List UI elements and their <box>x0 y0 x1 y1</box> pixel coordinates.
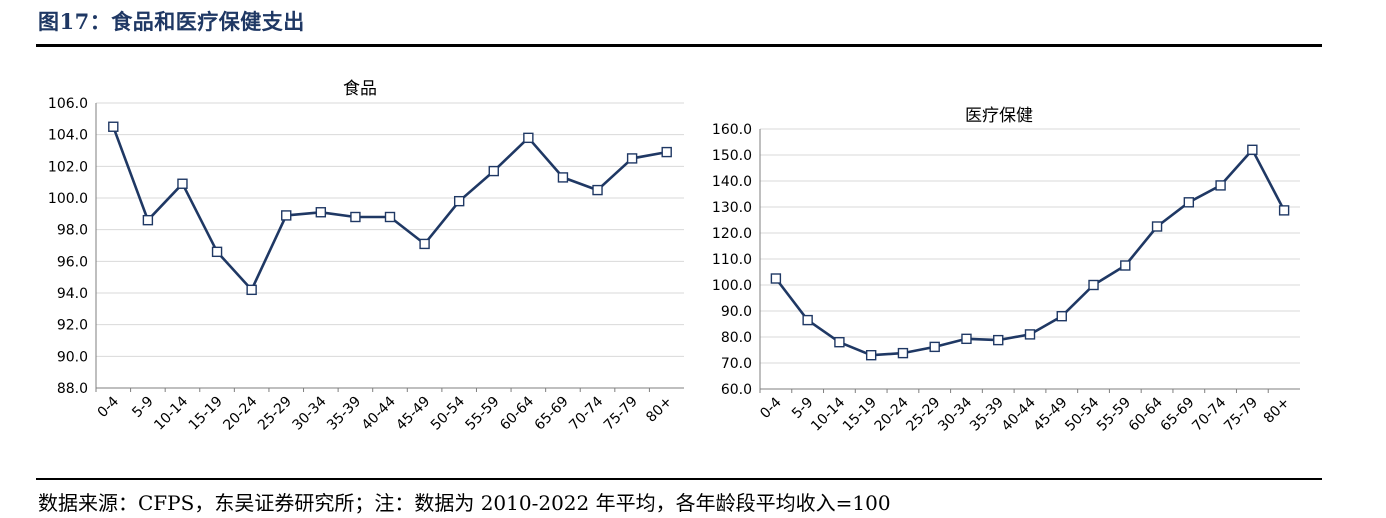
food-y-tick-label: 100.0 <box>48 191 88 207</box>
food-y-tick-label: 96.0 <box>57 254 88 270</box>
healthcare-chart-title: 医疗保健 <box>965 106 1033 126</box>
food-x-tick-label: 45-49 <box>393 394 433 434</box>
food-x-tick-label: 70-74 <box>566 393 606 433</box>
food-y-tick-label: 92.0 <box>57 318 88 334</box>
food-x-tick-label: 25-29 <box>255 394 295 434</box>
food-data-point <box>453 195 465 207</box>
healthcare-x-tick-label: 45-49 <box>1031 395 1071 435</box>
healthcare-x-tick-label: 10-14 <box>808 394 848 434</box>
food-data-point <box>315 207 327 218</box>
food-data-point <box>177 178 188 189</box>
healthcare-x-tick-label: 70-74 <box>1189 394 1229 434</box>
healthcare-x-tick-label: 50-54 <box>1062 394 1102 434</box>
food-x-tick-label: 50-54 <box>428 393 468 433</box>
healthcare-x-tick-label: 15-19 <box>840 395 880 435</box>
food-data-point <box>384 211 396 223</box>
healthcare-data-point <box>1024 329 1036 340</box>
food-data-point <box>661 146 672 158</box>
food-x-tick-label: 20-24 <box>220 393 260 433</box>
healthcare-x-tick-label: 65-69 <box>1158 395 1198 435</box>
healthcare-y-tick-label: 110.0 <box>712 252 752 268</box>
healthcare-y-tick-label: 60.0 <box>721 382 752 398</box>
food-x-tick-label: 5-9 <box>129 394 156 421</box>
bottom-rule <box>36 478 1322 480</box>
food-chart: 食品 88.0 90.0 92.0 94.0 96.0 98.0 100.0 102.0 104… <box>48 79 684 434</box>
food-x-tick-label: 65-69 <box>532 394 572 434</box>
food-x-tick-label: 80+ <box>643 394 675 426</box>
figure-title: 图17：食品和医疗保健支出 <box>38 9 305 34</box>
healthcare-data-point <box>1056 311 1067 322</box>
healthcare-y-tick-label: 90.0 <box>721 304 752 320</box>
food-x-tick-label: 30-34 <box>290 393 330 433</box>
food-data-point <box>281 210 292 221</box>
food-data-point <box>626 153 638 164</box>
healthcare-data-point <box>993 334 1004 346</box>
food-x-tick-label: 55-59 <box>463 394 503 434</box>
food-data-point <box>557 172 569 183</box>
food-y-tick-label: 102.0 <box>48 159 88 175</box>
healthcare-x-tick-label: 0-4 <box>757 394 785 422</box>
food-y-tick-label: 94.0 <box>57 286 88 302</box>
healthcare-data-point <box>897 347 909 359</box>
healthcare-data-point <box>834 337 845 348</box>
food-data-point <box>142 214 154 226</box>
food-data-point <box>350 211 361 223</box>
healthcare-x-tick-label: 80+ <box>1261 395 1293 427</box>
healthcare-y-tick-label: 80.0 <box>721 330 752 346</box>
food-data-point <box>488 165 499 177</box>
food-data-point <box>419 238 430 250</box>
food-chart-title: 食品 <box>343 79 377 99</box>
healthcare-data-point <box>1183 197 1195 208</box>
healthcare-x-tick-label: 20-24 <box>872 394 912 434</box>
healthcare-data-point <box>1088 279 1099 291</box>
healthcare-x-tick-label: 30-34 <box>935 394 975 434</box>
food-x-tick-label: 40-44 <box>359 393 399 433</box>
healthcare-data-point <box>1215 180 1226 191</box>
healthcare-x-tick-label: 25-29 <box>903 395 943 435</box>
healthcare-chart: 医疗保健 60.0 70.0 80.0 90.0 100.0 110.0 120.0 130.… <box>712 106 1300 435</box>
food-series-line <box>112 126 667 292</box>
healthcare-y-tick-label: 70.0 <box>721 356 752 372</box>
healthcare-y-tick-label: 140.0 <box>712 174 752 190</box>
healthcare-y-tick-label: 100.0 <box>712 278 752 294</box>
food-data-point <box>108 121 119 132</box>
healthcare-data-point <box>802 314 813 326</box>
food-data-point <box>211 246 223 258</box>
food-y-tick-label: 88.0 <box>57 381 88 397</box>
source-note: 数据来源：CFPS，东吴证券研究所；注：数据为 2010-2022 年平均，各年… <box>38 491 891 515</box>
healthcare-data-point <box>865 350 877 361</box>
healthcare-data-point <box>1247 144 1258 156</box>
food-x-tick-label: 75-79 <box>601 394 641 434</box>
healthcare-data-point <box>770 273 782 284</box>
healthcare-x-tick-label: 35-39 <box>967 395 1007 435</box>
food-data-point <box>523 132 534 144</box>
food-y-tick-label: 106.0 <box>48 96 88 112</box>
healthcare-x-tick-label: 60-64 <box>1126 394 1166 434</box>
food-x-tick-label: 0-4 <box>95 393 123 421</box>
healthcare-y-tick-label: 130.0 <box>712 200 752 216</box>
healthcare-data-point <box>929 341 940 353</box>
healthcare-data-point <box>961 333 972 345</box>
food-y-tick-label: 90.0 <box>57 349 88 365</box>
healthcare-x-tick-label: 75-79 <box>1221 395 1261 435</box>
food-x-tick-label: 60-64 <box>497 393 537 433</box>
healthcare-x-tick-label: 40-44 <box>999 394 1039 434</box>
food-x-tick-label: 10-14 <box>151 393 191 433</box>
healthcare-x-tick-label: 55-59 <box>1094 395 1134 435</box>
healthcare-y-tick-label: 120.0 <box>712 226 752 242</box>
food-x-tick-label: 35-39 <box>324 394 364 434</box>
food-x-tick-label: 15-19 <box>186 394 226 434</box>
food-data-point <box>592 184 603 196</box>
healthcare-data-point <box>1120 260 1131 271</box>
healthcare-y-tick-label: 150.0 <box>712 148 752 164</box>
food-y-tick-label: 98.0 <box>57 223 88 239</box>
food-y-tick-label: 104.0 <box>48 128 88 144</box>
healthcare-data-point <box>1278 205 1290 216</box>
healthcare-y-tick-label: 160.0 <box>712 122 752 138</box>
food-data-point <box>246 284 257 296</box>
healthcare-data-point <box>1151 221 1163 232</box>
top-rule <box>36 44 1322 47</box>
